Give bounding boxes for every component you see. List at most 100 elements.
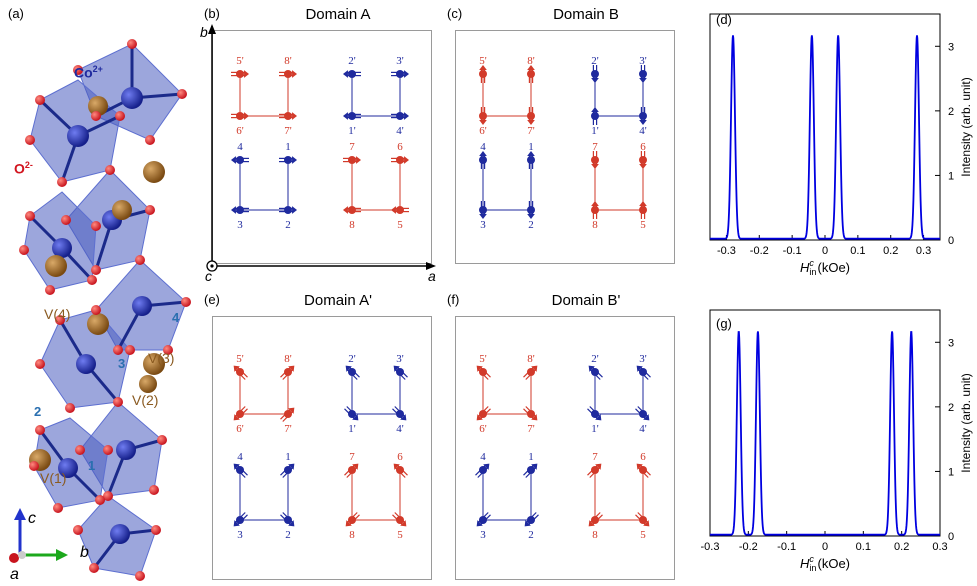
- lat-b-red-top-site-label-0: 5': [236, 55, 244, 67]
- panel-f-label: (f): [447, 292, 460, 307]
- oxygen-ion-label: O2-: [14, 160, 33, 177]
- lat-f-blue-bottom-site-label-0: 4: [480, 451, 486, 463]
- lat-c-red-top-site-label-0: 5': [479, 55, 487, 67]
- lat-e-blue-top-site-label-2: 1': [348, 423, 356, 435]
- lat-f-red-top-spin-2: [476, 406, 491, 421]
- lat-e-red-top-spin-1: [280, 365, 295, 380]
- lat-e-red-bottom-site-label-2: 8: [349, 529, 355, 541]
- domain-b-prime-title: Domain B': [551, 292, 621, 309]
- site-v4-label: V(4): [44, 306, 71, 322]
- domain-a-b-axis-label: b: [200, 24, 208, 40]
- chart-d-ytick-label-1: 1: [948, 170, 954, 182]
- lat-f-red-top-spin-1: [523, 365, 538, 380]
- panel-d-label: (d): [716, 12, 732, 27]
- panel-g-label: (g): [716, 316, 732, 331]
- lat-b-red-top-spin-0: [231, 70, 249, 78]
- crystal-structure: [19, 39, 191, 581]
- chart-d-xtick-label-0: -0.3: [717, 245, 736, 257]
- lat-e-blue-bottom-spin-1: [280, 463, 295, 478]
- lat-f-red-top-site-label-2: 6': [479, 423, 487, 435]
- chain-number-4: 4: [172, 310, 180, 325]
- lat-c-red-top-site-label-1: 8': [527, 55, 535, 67]
- panel-c-label: (c): [447, 6, 463, 21]
- lat-f-blue-bottom-site-label-2: 3: [480, 529, 486, 541]
- chain-number-3: 3: [118, 356, 126, 371]
- lat-b-blue-bottom-site-label-1: 1: [285, 141, 291, 153]
- lat-e-blue-top-site-label-1: 3': [396, 353, 404, 365]
- lat-f-blue-top-bonds: [594, 372, 644, 415]
- lat-c-blue-top-site-label-1: 3': [639, 55, 647, 67]
- chart-d-xtick-label-4: 0.1: [850, 245, 865, 257]
- lat-f-blue-bottom-site-label-1: 1: [528, 451, 534, 463]
- domain-a-prime-box: [212, 316, 432, 580]
- lat-b-red-bottom-spin-2: [343, 206, 361, 214]
- chart-g-xtick-label-0: -0.3: [701, 541, 720, 553]
- lat-c-blue-bottom-bonds: [482, 160, 532, 211]
- lat-c-blue-top-spin-2: [591, 107, 599, 125]
- domain-a-title: Domain A: [305, 6, 371, 23]
- lat-c-red-bottom-site-label-0: 7: [592, 141, 598, 153]
- lat-e-blue-top-spin-2: [344, 406, 359, 421]
- axis-a-label: a: [10, 566, 19, 583]
- chart-g-ytick-label-1: 1: [948, 466, 954, 478]
- lat-c-blue-bottom-spin-1: [527, 151, 535, 169]
- domain-a-axes: [206, 24, 436, 272]
- lat-b-red-top-bonds: [239, 74, 289, 117]
- lat-b-red-bottom-spin-1: [391, 156, 409, 164]
- lat-b-blue-bottom-spin-3: [279, 206, 297, 214]
- chart-d-xtick-label-1: -0.2: [750, 245, 769, 257]
- lat-c-red-bottom-site-label-1: 6: [640, 141, 646, 153]
- lat-f-blue-top-site-label-2: 1': [591, 423, 599, 435]
- cobalt-ion-label: Co2+: [74, 64, 103, 81]
- lat-e-red-bottom-site-label-0: 7: [349, 451, 355, 463]
- lat-e-red-bottom-bonds: [351, 470, 401, 521]
- lat-b-red-bottom-spin-3: [391, 206, 409, 214]
- lat-c-blue-top-spin-0: [591, 65, 599, 83]
- lat-f-blue-bottom-bonds: [482, 470, 532, 521]
- domain-a-prime-title: Domain A': [304, 292, 372, 309]
- chart-d-frame: [709, 13, 941, 241]
- axis-triad: [9, 508, 68, 563]
- lat-f-blue-bottom-spin-2: [476, 512, 491, 527]
- lat-f-red-bottom-bonds: [594, 470, 644, 521]
- lat-b-red-top-site-label-3: 7': [284, 125, 292, 137]
- lat-e-blue-top-bonds: [351, 372, 401, 415]
- chart-g-xtick-label-2: -0.1: [777, 541, 796, 553]
- lat-c-red-top-spin-3: [527, 107, 535, 125]
- lat-e-blue-bottom-bonds: [239, 470, 289, 521]
- lat-f-blue-top-site-label-0: 2': [591, 353, 599, 365]
- lat-b-red-bottom-bonds: [351, 160, 401, 211]
- domain-b-prime-spin-lattice: 5' 8' 6' 7' 2' 3' 1' 4' 4 1 3 2 7 6 8 5: [475, 353, 651, 541]
- lat-e-blue-bottom-site-label-1: 1: [285, 451, 291, 463]
- chart-d-spectrum-line: [710, 35, 940, 240]
- domain-a-a-axis-label: a: [428, 268, 436, 284]
- lat-c-blue-bottom-site-label-0: 4: [480, 141, 486, 153]
- domain-a-box: [212, 30, 432, 264]
- chart-g-xtick-label-6: 0.3: [932, 541, 947, 553]
- lat-e-blue-top-site-label-0: 2': [348, 353, 356, 365]
- lat-c-red-top-site-label-2: 6': [479, 125, 487, 137]
- chart-g-xtick-label-4: 0.1: [856, 541, 871, 553]
- chart-d-xtick-label-3: 0: [822, 245, 828, 257]
- spectrum-chart-d: -0.3 -0.2 -0.1 0 0.1 0.2 0.3 0 1 2 3 Hinc (kOe) Inte…: [709, 13, 973, 277]
- lat-b-blue-top-spin-0: [343, 70, 361, 78]
- chart-g-ylabel: Intensity (arb. unit): [959, 373, 973, 472]
- lat-c-blue-top-spin-1: [639, 65, 647, 83]
- lat-f-blue-top-site-label-1: 3': [639, 353, 647, 365]
- domain-a-c-axis-label: c: [205, 268, 212, 284]
- lat-f-red-bottom-spin-3: [635, 512, 650, 527]
- chart-g-xtick-label-3: 0: [822, 541, 828, 553]
- lat-b-red-top-spin-3: [279, 112, 297, 120]
- lat-b-red-top-spin-2: [231, 112, 249, 120]
- lat-c-red-bottom-spin-0: [591, 151, 599, 169]
- lat-f-red-bottom-spin-0: [587, 463, 602, 478]
- lat-c-red-bottom-spin-2: [591, 201, 599, 219]
- panel-a-label: (a): [8, 6, 24, 21]
- site-v2-label: V(2): [132, 392, 159, 408]
- lat-e-red-bottom-spin-2: [345, 512, 360, 527]
- lat-b-blue-top-spin-2: [343, 112, 361, 120]
- chart-g-xlabel: Hinc (kOe): [800, 554, 850, 573]
- chart-d-xlabel: Hinc (kOe): [800, 258, 850, 277]
- lat-b-blue-top-site-label-0: 2': [348, 55, 356, 67]
- lat-b-blue-bottom-spin-0: [231, 156, 249, 164]
